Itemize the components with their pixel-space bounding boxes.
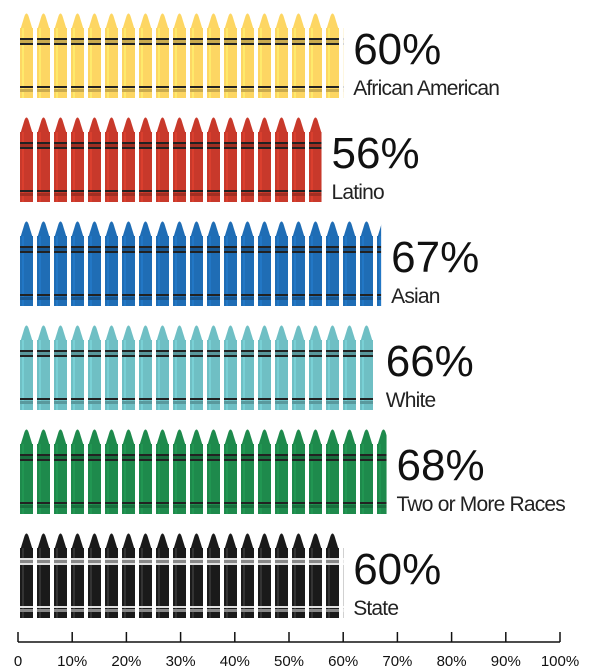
x-tick-label: 50%	[274, 653, 304, 670]
value-label: 66%	[386, 337, 474, 386]
bar	[18, 220, 382, 306]
value-label: 60%	[353, 25, 441, 74]
category-label: State	[353, 597, 398, 620]
x-tick-label: 20%	[111, 653, 141, 670]
bar	[18, 324, 376, 410]
category-label: African American	[353, 77, 499, 100]
x-tick-label: 0	[14, 653, 22, 670]
category-label: Latino	[332, 181, 385, 204]
x-tick-label: 90%	[491, 653, 521, 670]
x-tick-label: 40%	[220, 653, 250, 670]
value-label: 67%	[391, 233, 479, 282]
bar	[18, 532, 344, 618]
category-label: White	[386, 389, 436, 412]
value-label: 68%	[397, 441, 485, 490]
bar	[18, 116, 322, 202]
category-label: Two or More Races	[397, 493, 566, 516]
value-label: 60%	[353, 545, 441, 594]
bar	[18, 428, 387, 514]
x-tick-label: 10%	[57, 653, 87, 670]
bar	[18, 12, 344, 98]
x-tick-label: 100%	[541, 653, 579, 670]
x-tick-label: 80%	[437, 653, 467, 670]
category-label: Asian	[391, 285, 440, 308]
x-tick-label: 30%	[166, 653, 196, 670]
x-tick-label: 70%	[382, 653, 412, 670]
value-label: 56%	[332, 129, 420, 178]
x-tick-label: 60%	[328, 653, 358, 670]
